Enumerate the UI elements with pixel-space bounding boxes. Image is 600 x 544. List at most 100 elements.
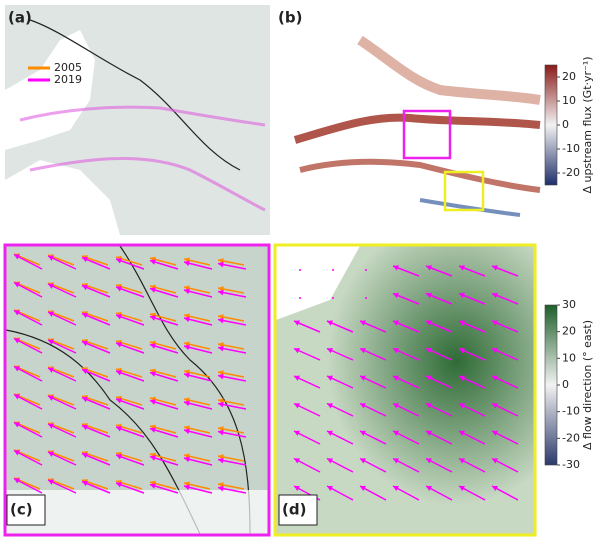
arrow-head — [150, 483, 156, 489]
arrow-head — [360, 375, 366, 381]
arrow-head — [426, 265, 432, 271]
flow-band — [29, 157, 266, 212]
arrow-head — [14, 366, 20, 372]
arrow-head — [184, 316, 190, 323]
colorbar-title: Δ flow direction (° east) — [581, 320, 594, 450]
arrow-head — [116, 314, 122, 320]
arrow-head — [218, 345, 224, 352]
arrow-head — [82, 312, 88, 319]
arrow-head — [48, 311, 54, 317]
coastline — [5, 329, 201, 535]
arrow-head — [150, 343, 156, 349]
arrow-head — [294, 320, 300, 326]
arrow-head — [116, 482, 122, 488]
arrow-head — [294, 458, 300, 464]
arrow-head — [48, 255, 54, 261]
panel-frame — [3, 243, 271, 537]
arrow-head — [184, 260, 190, 267]
arrow-head — [294, 403, 300, 409]
land — [5, 30, 95, 150]
arrow-head — [459, 347, 465, 354]
arrow-head — [14, 450, 20, 456]
arrow-head — [426, 430, 432, 436]
label-box — [6, 494, 46, 526]
small-vector — [332, 269, 334, 271]
arrow-head — [393, 458, 399, 464]
arrow-head — [492, 403, 498, 409]
arrow-head — [393, 292, 399, 299]
panel-label: (d) — [282, 501, 306, 519]
arrow-head — [116, 398, 122, 404]
arrow-head — [294, 430, 300, 436]
colorbar-tick-label: 0 — [562, 378, 569, 391]
arrow-head — [492, 292, 498, 299]
arrow-head — [218, 373, 224, 380]
arrow-head — [327, 375, 333, 381]
arrow-head — [426, 458, 432, 464]
arrow-head — [116, 454, 122, 460]
arrow-head — [150, 287, 156, 293]
arrow-head — [459, 265, 465, 271]
arrow-head — [14, 282, 20, 288]
arrow-head — [82, 256, 88, 263]
arrow-head — [14, 478, 20, 484]
flux-band — [357, 35, 541, 105]
small-vector — [299, 269, 301, 271]
arrow-head — [184, 428, 190, 435]
flux-band — [299, 158, 541, 193]
arrow-head — [218, 429, 224, 436]
arrow-head — [48, 339, 54, 345]
panel-label: (b) — [278, 9, 302, 27]
flux-band — [293, 113, 541, 144]
arrow-head — [327, 403, 333, 409]
arrow-head — [459, 320, 465, 326]
land — [276, 246, 360, 320]
arrow-head — [48, 395, 54, 401]
arrow-head — [82, 452, 88, 459]
arrow-head — [426, 292, 432, 299]
arrow-head — [14, 254, 20, 260]
arrow-head — [116, 370, 122, 376]
arrow-head — [393, 430, 399, 436]
arrow-head — [150, 455, 156, 461]
label-box — [278, 494, 318, 526]
arrow-head — [360, 430, 366, 436]
colorbar-tick-label: -20 — [562, 166, 580, 179]
arrow-head — [218, 261, 224, 268]
arrow-head — [184, 400, 190, 407]
arrow-head — [492, 347, 498, 354]
colorbar-tick-label: 0 — [562, 118, 569, 131]
arrow-head — [218, 485, 224, 492]
arrow-head — [218, 289, 224, 296]
arrow-head — [393, 347, 399, 354]
flux-band — [419, 198, 521, 217]
arrow-head — [48, 283, 54, 289]
arrow-head — [393, 320, 399, 326]
legend-label: 2005 — [54, 61, 82, 74]
arrow-head — [82, 424, 88, 431]
arrow-head — [393, 403, 399, 409]
arrow-head — [150, 427, 156, 433]
arrow-head — [294, 485, 300, 492]
land — [6, 490, 268, 534]
colorbar-tick-label: 10 — [562, 94, 576, 107]
small-vector — [299, 297, 301, 299]
arrow-head — [492, 430, 498, 436]
arrow-head — [184, 372, 190, 379]
coastline — [29, 19, 241, 171]
small-vector — [332, 297, 334, 299]
arrow-head — [14, 310, 20, 316]
arrow-head — [492, 265, 498, 271]
arrow-head — [459, 485, 465, 492]
colorbar-tick-label: 30 — [562, 298, 576, 311]
colorbar-tick-label: 20 — [562, 325, 576, 338]
arrow-head — [426, 403, 432, 409]
arrow-head — [184, 484, 190, 491]
arrow-head — [360, 320, 366, 326]
arrow-head — [218, 401, 224, 408]
arrow-head — [459, 458, 465, 464]
arrow-head — [184, 344, 190, 351]
arrow-head — [150, 315, 156, 321]
arrow-head — [82, 480, 88, 487]
